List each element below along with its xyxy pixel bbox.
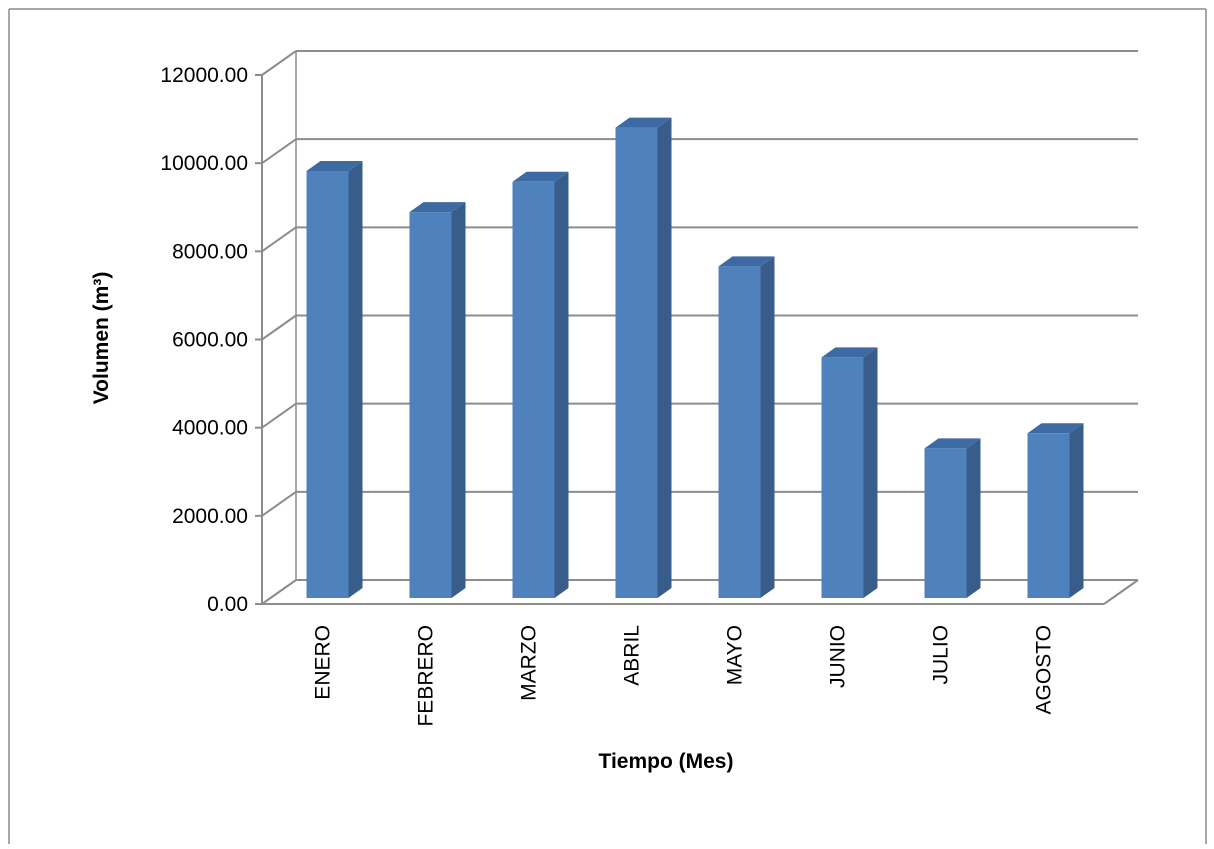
bar-top bbox=[1027, 423, 1084, 434]
bar-side bbox=[657, 117, 672, 598]
bar-top bbox=[512, 171, 569, 182]
y-axis-title: Volumen (m³) bbox=[90, 272, 113, 405]
gridline-depth bbox=[261, 491, 297, 517]
bar-junio bbox=[821, 347, 878, 598]
x-tick-label: FEBRERO bbox=[415, 625, 438, 727]
floor-right-edge bbox=[1103, 579, 1139, 605]
gridline-depth bbox=[261, 579, 297, 605]
x-axis-title: Tiempo (Mes) bbox=[599, 750, 734, 773]
bar-top bbox=[821, 347, 878, 358]
bar-mayo bbox=[718, 256, 775, 598]
x-tick-label: MARZO bbox=[518, 625, 541, 701]
bar bbox=[821, 357, 864, 598]
bar bbox=[409, 212, 452, 599]
bar-side bbox=[863, 347, 878, 598]
y-tick-labels: 0.00 2000.00 4000.00 6000.00 8000.00 10000.00… bbox=[160, 64, 248, 616]
y-tick-label: 6000.00 bbox=[172, 329, 248, 352]
gridline-depth bbox=[261, 138, 297, 164]
x-tick-label: ENERO bbox=[312, 625, 335, 700]
bar-enero bbox=[306, 160, 363, 598]
bar-top bbox=[924, 438, 981, 449]
y-tick-label: 4000.00 bbox=[172, 417, 248, 440]
x-tick-labels: ENERO FEBRERO MARZO ABRIL MAYO JUNIO JULIO AGOS… bbox=[312, 625, 1056, 727]
bar-side bbox=[554, 171, 569, 598]
bar-febrero bbox=[409, 202, 466, 599]
axes bbox=[255, 51, 1139, 605]
y-tick-label: 12000.00 bbox=[160, 64, 248, 87]
bar-marzo bbox=[512, 171, 569, 598]
bar-top bbox=[718, 256, 775, 267]
bar-series bbox=[306, 117, 1084, 599]
y-tick-label: 10000.00 bbox=[160, 152, 248, 175]
bar bbox=[615, 127, 658, 598]
x-tick-label: JUNIO bbox=[827, 625, 850, 688]
gridlines bbox=[261, 50, 1138, 605]
bar-agosto bbox=[1027, 423, 1084, 598]
bar-top bbox=[615, 117, 672, 128]
x-tick-label: ABRIL bbox=[621, 625, 644, 686]
gridline-depth bbox=[261, 50, 297, 76]
bar-side bbox=[451, 202, 466, 599]
y-tick-label: 0.00 bbox=[207, 593, 248, 616]
bar bbox=[512, 181, 555, 598]
x-tick-label: MAYO bbox=[724, 625, 747, 685]
bar bbox=[1027, 433, 1070, 598]
bar bbox=[718, 266, 761, 598]
bar bbox=[306, 170, 349, 598]
y-tick-label: 2000.00 bbox=[172, 505, 248, 528]
gridline-depth bbox=[261, 226, 297, 253]
bar-abril bbox=[615, 117, 672, 598]
bar-julio bbox=[924, 438, 981, 598]
bar-side bbox=[966, 438, 981, 598]
bar bbox=[924, 448, 967, 598]
x-tick-label: JULIO bbox=[930, 625, 953, 685]
gridline-depth bbox=[261, 402, 297, 429]
bar-top bbox=[306, 160, 363, 171]
x-tick-label: AGOSTO bbox=[1033, 625, 1056, 714]
gridline-depth bbox=[261, 314, 297, 341]
y-tick-label: 8000.00 bbox=[172, 240, 248, 263]
bar-side bbox=[1069, 423, 1084, 598]
bar-side bbox=[348, 160, 363, 598]
bar-side bbox=[760, 256, 775, 598]
bar-top bbox=[409, 202, 466, 213]
